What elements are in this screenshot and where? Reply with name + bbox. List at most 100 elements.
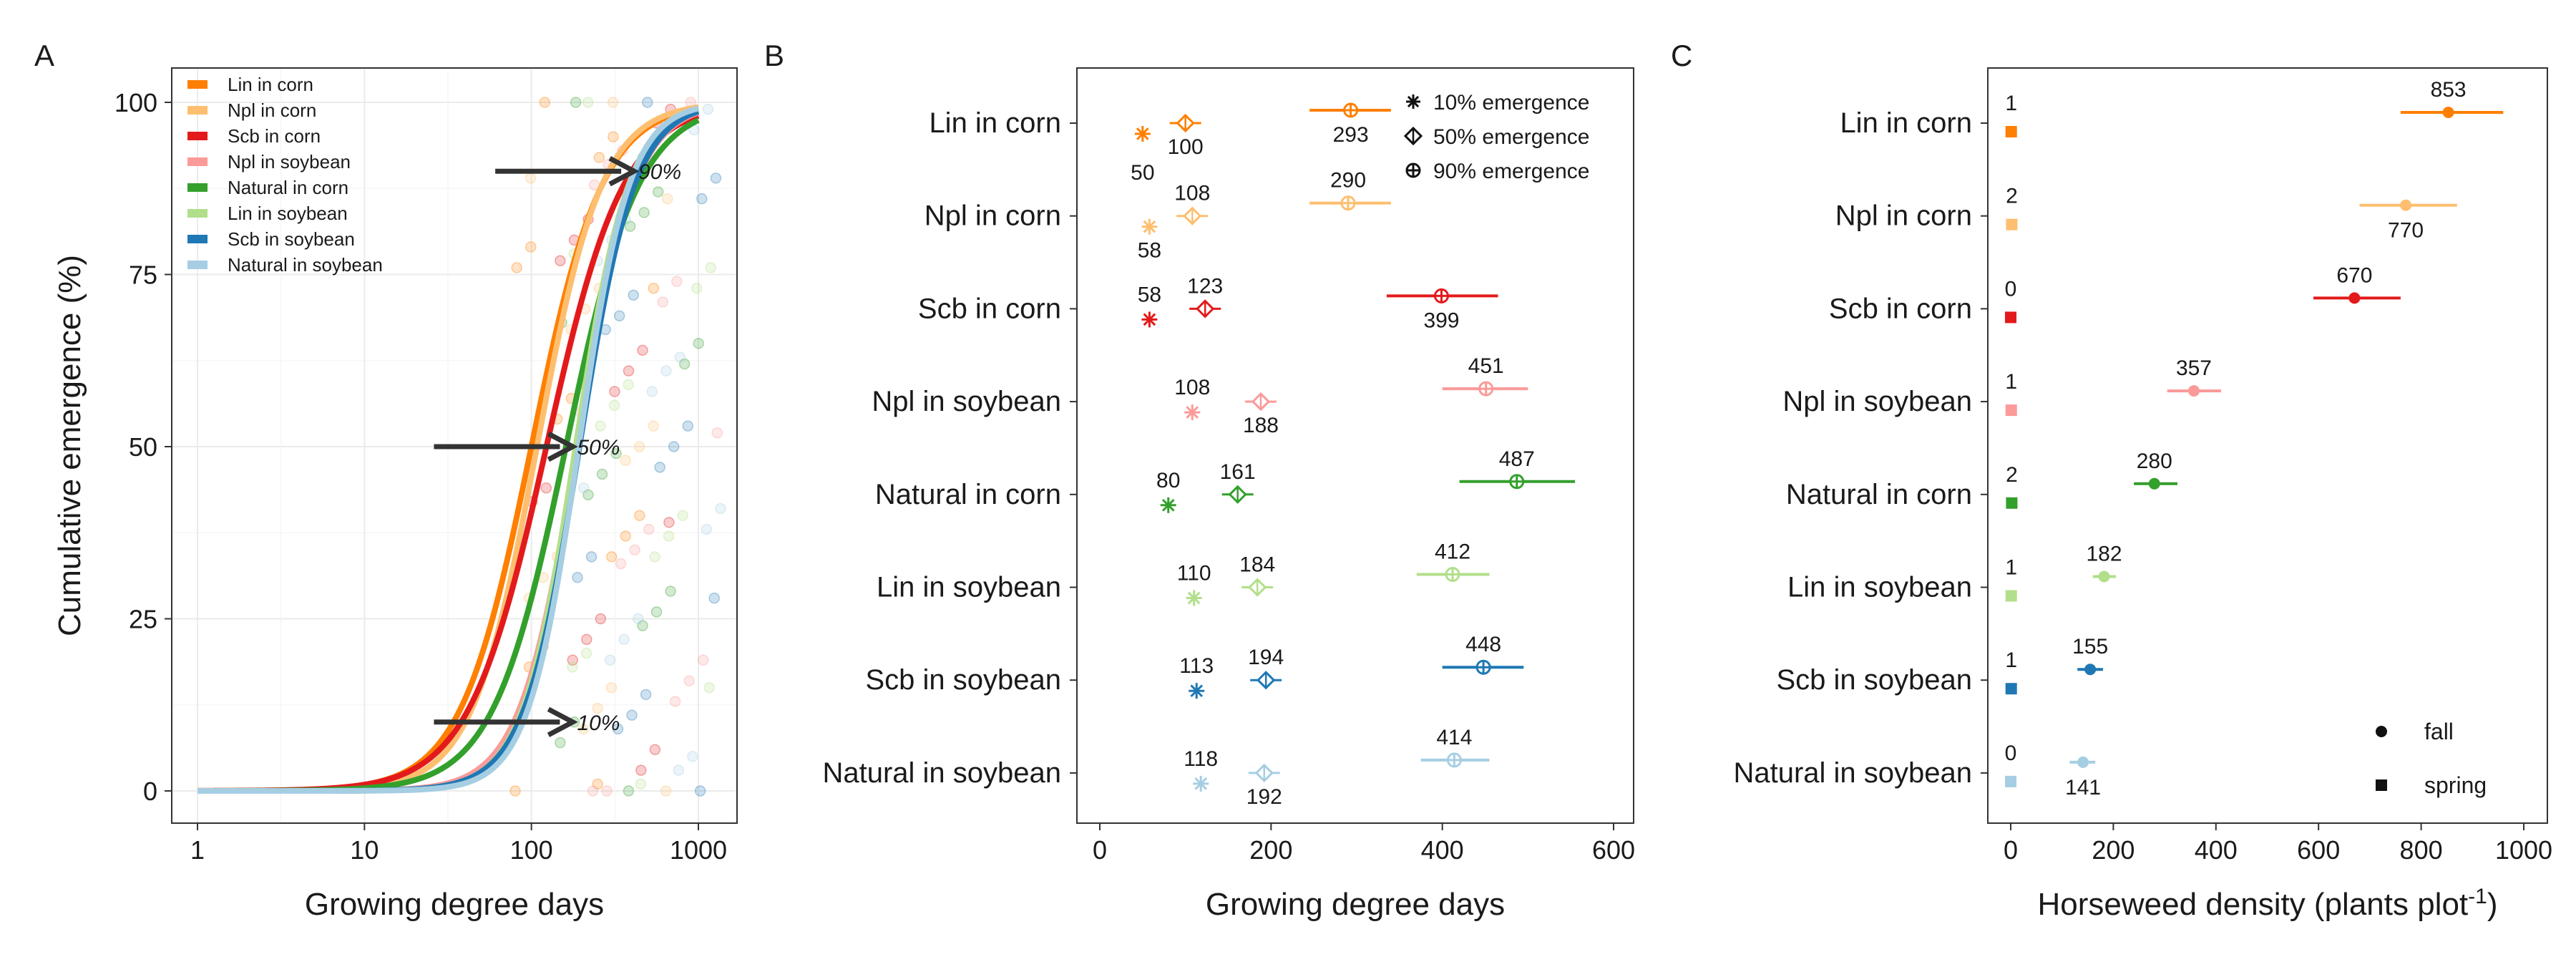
value-label-90: 399: [1423, 308, 1459, 332]
observation-point: [618, 633, 630, 646]
value-label-spring: 2: [2006, 185, 2018, 208]
y-tick-label: Npl in soybean: [1782, 386, 1972, 417]
observation-point: [673, 764, 685, 776]
value-label-fall: 670: [2336, 263, 2372, 287]
observation-point: [638, 207, 650, 218]
x-tick-label: 1000: [670, 835, 727, 865]
observation-point: [660, 785, 672, 797]
marker-fall: [2148, 477, 2160, 490]
marker-spring: [2006, 218, 2018, 230]
observation-point: [620, 455, 631, 466]
legend: 10% emergence 50% emergence 90% emergence: [1403, 91, 1589, 183]
panel-c-border: [1987, 67, 2548, 824]
observation-point: [702, 103, 714, 115]
legend-key-spring: [2376, 779, 2387, 791]
y-tick-label: Scb in soybean: [865, 664, 1061, 696]
annotation-label: 90%: [638, 160, 681, 184]
observation-point: [691, 282, 703, 294]
annotation-arrowhead: [608, 156, 640, 187]
y-tick-label: Natural in soybean: [822, 757, 1061, 789]
marker-10: [1194, 777, 1208, 790]
observation-point: [595, 420, 606, 432]
value-label-90: 414: [1436, 726, 1472, 749]
marker-spring: [2005, 590, 2017, 602]
y-tick-label: Scb in corn: [918, 293, 1061, 324]
legend-label-npl-in-corn: Npl in corn: [228, 99, 316, 121]
x-tick-label: 200: [2092, 835, 2135, 865]
observation-point: [654, 462, 665, 473]
x-tick-label: 600: [1592, 835, 1635, 865]
observation-point: [605, 551, 618, 563]
value-label-90: 448: [1465, 633, 1501, 656]
y-tick-label: Npl in corn: [1835, 200, 1972, 232]
value-label-10: 58: [1138, 283, 1161, 306]
panel-label: C: [1671, 39, 1692, 72]
y-tick-label: Scb in corn: [1829, 293, 1972, 324]
legend-swatch: [187, 209, 208, 218]
observation-point: [648, 420, 659, 432]
observation-point: [668, 441, 680, 452]
observation-point: [604, 654, 616, 666]
panel-a: 10% 50% 90% 1 10 100 1000 0 25 50 75 100 Growing deg…: [34, 39, 738, 922]
observation-point: [577, 723, 590, 735]
value-label-10: 80: [1156, 469, 1180, 492]
value-label-50: 123: [1187, 274, 1223, 298]
x-tick-label: 800: [2400, 835, 2443, 865]
y-tick-label: 0: [143, 777, 157, 806]
x-tick-label: 0: [1093, 835, 1107, 865]
value-label-90: 293: [1333, 123, 1369, 147]
observation-point: [578, 482, 590, 494]
observation-point: [607, 97, 619, 108]
marker-spring: [2005, 404, 2017, 417]
observation-point: [540, 482, 552, 494]
marker-spring: [2005, 126, 2017, 137]
observation-point: [677, 510, 688, 521]
y-axis-title: Cumulative emergence (%): [52, 255, 87, 636]
value-label-spring: 1: [2005, 648, 2017, 672]
value-label-spring: 1: [2005, 370, 2017, 394]
observation-point: [525, 241, 537, 253]
observation-point: [626, 709, 638, 721]
value-label-fall: 853: [2431, 78, 2467, 102]
x-axis-title-superscript: -1: [2468, 885, 2487, 908]
value-label-10: 58: [1138, 239, 1161, 263]
value-label-10: 108: [1174, 376, 1210, 399]
observation-point: [585, 551, 597, 563]
observation-point: [572, 572, 583, 583]
observation-point: [587, 785, 599, 797]
observation-point: [663, 517, 675, 528]
marker-fall: [2442, 107, 2454, 118]
observation-point: [693, 337, 704, 349]
observation-point: [674, 351, 686, 363]
marker-fall: [2400, 199, 2412, 211]
observation-point: [671, 276, 683, 287]
value-label-spring: 1: [2005, 92, 2017, 115]
observation-point: [610, 447, 622, 460]
y-tick-label: 75: [129, 261, 157, 290]
legend-label-10-emergence: 10% emergence: [1433, 91, 1589, 115]
x-axis-title-close: ): [2487, 887, 2498, 922]
y-tick-label: 100: [114, 88, 157, 117]
value-label-10: 110: [1177, 562, 1211, 585]
observation-point: [696, 193, 708, 205]
observation-point: [646, 386, 658, 397]
observation-point: [511, 262, 522, 273]
observation-point: [633, 441, 645, 452]
marker-10: [1187, 591, 1201, 605]
observation-point: [608, 399, 620, 412]
legend-label-spring: spring: [2424, 772, 2487, 798]
observation-point: [682, 420, 694, 432]
observation-point: [634, 510, 645, 521]
observation-point: [582, 97, 594, 108]
x-tick-label: 400: [2195, 835, 2238, 865]
observation-point: [581, 633, 592, 646]
observation-point: [650, 606, 663, 618]
observation-point: [642, 97, 653, 108]
observation-point: [694, 785, 706, 797]
y-tick-label: Lin in corn: [929, 107, 1061, 139]
y-tick-label: Scb in soybean: [1776, 664, 1972, 696]
legend-label-90-emergence: 90% emergence: [1433, 160, 1589, 183]
x-tick-label: 10: [350, 835, 379, 865]
annotation-label: 50%: [577, 436, 620, 460]
